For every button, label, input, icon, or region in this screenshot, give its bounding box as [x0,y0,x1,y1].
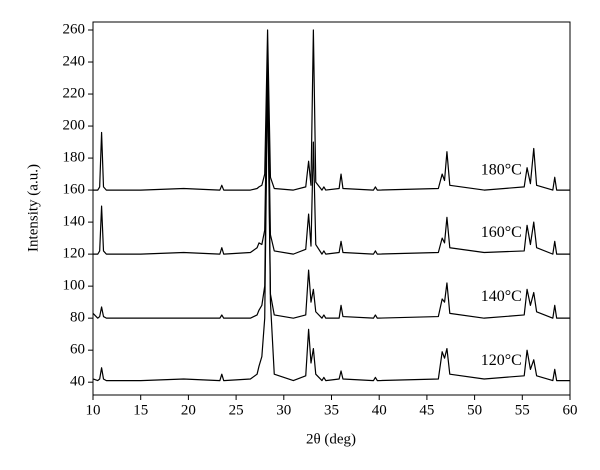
plot-frame [92,21,571,396]
y-axis-label: Intensity (a.u.) [25,164,41,252]
y-tick-label: 240 [63,53,86,69]
x-tick-label: 55 [515,402,530,418]
y-tick-label: 100 [63,278,86,294]
x-tick-label: 20 [181,402,196,418]
x-tick-label: 30 [276,402,291,418]
series-label: 120°C [481,352,522,369]
y-tick-label: 40 [70,374,85,390]
y-tick-label: 120 [63,246,86,262]
x-tick-label: 35 [324,402,339,418]
series-line [93,61,570,255]
x-tick-label: 50 [467,402,482,418]
x-tick-label: 60 [563,402,578,418]
y-tick-label: 220 [63,85,86,101]
x-tick-label: 15 [133,402,148,418]
series-label: 140°C [481,288,522,305]
series-line [92,77,570,382]
x-axis-label: 2θ (deg) [306,431,356,447]
x-tick-label: 45 [419,402,434,418]
y-tick-label: 60 [70,342,85,358]
series-line [92,61,570,319]
series-label: 180°C [481,162,522,179]
y-tick-label: 260 [63,21,86,37]
y-tick-label: 80 [70,310,85,326]
y-tick-label: 160 [63,182,86,198]
series-label: 160°C [481,224,522,241]
y-tick-label: 140 [63,214,86,230]
x-tick-label: 25 [229,402,244,418]
series-line [93,29,570,191]
x-tick-label: 10 [86,402,101,418]
y-tick-label: 180 [63,150,86,166]
x-tick-label: 40 [372,402,387,418]
y-tick-label: 200 [63,117,86,133]
